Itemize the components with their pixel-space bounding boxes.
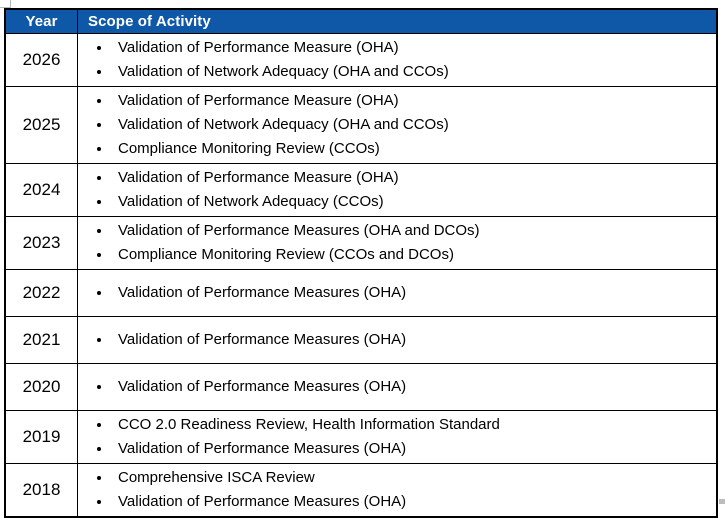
activity-item: Validation of Network Adequacy (OHA and … (112, 113, 712, 137)
table-row: 2019 CCO 2.0 Readiness Review, Health In… (4, 410, 718, 464)
activities-cell: Validation of Performance Measures (OHA … (77, 216, 718, 270)
activity-item: Validation of Performance Measures (OHA) (112, 281, 712, 305)
activity-item: Compliance Monitoring Review (CCOs) (112, 137, 712, 161)
table-row: 2025 Validation of Performance Measure (… (4, 86, 718, 164)
year-cell: 2021 (4, 316, 78, 364)
activity-item: Validation of Performance Measures (OHA … (112, 219, 712, 243)
activities-cell: Validation of Performance Measures (OHA) (77, 269, 718, 317)
activity-list: Validation of Performance Measure (OHA)V… (78, 36, 712, 84)
activity-list: Validation of Performance Measures (OHA) (78, 375, 712, 399)
activities-cell: Validation of Performance Measure (OHA)V… (77, 86, 718, 164)
year-cell: 2019 (4, 410, 78, 464)
activity-item: Validation of Network Adequacy (CCOs) (112, 190, 712, 214)
year-cell: 2025 (4, 86, 78, 164)
activities-cell: Comprehensive ISCA ReviewValidation of P… (77, 463, 718, 518)
activity-list: Validation of Performance Measures (OHA) (78, 328, 712, 352)
table-row: 2023 Validation of Performance Measures … (4, 216, 718, 270)
activity-list: Validation of Performance Measures (OHA) (78, 281, 712, 305)
cropped-corner-notch (0, 0, 11, 8)
table-row: 2020 Validation of Performance Measures … (4, 363, 718, 411)
table-row: 2018 Comprehensive ISCA ReviewValidation… (4, 463, 718, 518)
year-activity-table: Year Scope of Activity 2026 Validation o… (4, 8, 718, 518)
table-row: 2021 Validation of Performance Measures … (4, 316, 718, 364)
header-row: Year Scope of Activity (4, 8, 718, 34)
activities-cell: Validation of Performance Measure (OHA)V… (77, 33, 718, 87)
activities-cell: CCO 2.0 Readiness Review, Health Informa… (77, 410, 718, 464)
activity-item: Validation of Performance Measures (OHA) (112, 437, 712, 461)
activities-cell: Validation of Performance Measure (OHA)V… (77, 163, 718, 217)
activity-item: Comprehensive ISCA Review (112, 466, 712, 490)
activities-cell: Validation of Performance Measures (OHA) (77, 316, 718, 364)
activity-list: Validation of Performance Measure (OHA)V… (78, 166, 712, 214)
year-cell: 2026 (4, 33, 78, 87)
table-row: 2026 Validation of Performance Measure (… (4, 33, 718, 87)
table-row: 2024 Validation of Performance Measure (… (4, 163, 718, 217)
activity-item: Validation of Performance Measures (OHA) (112, 375, 712, 399)
column-header-year: Year (4, 8, 78, 34)
activity-item: Validation of Network Adequacy (OHA and … (112, 60, 712, 84)
column-header-scope-of-activity: Scope of Activity (77, 8, 718, 34)
activity-item: Compliance Monitoring Review (CCOs and D… (112, 243, 712, 267)
activity-list: Comprehensive ISCA ReviewValidation of P… (78, 466, 712, 514)
activity-item: CCO 2.0 Readiness Review, Health Informa… (112, 413, 712, 437)
year-cell: 2018 (4, 463, 78, 518)
activity-list: CCO 2.0 Readiness Review, Health Informa… (78, 413, 712, 461)
activity-item: Validation of Performance Measure (OHA) (112, 36, 712, 60)
table-body: 2026 Validation of Performance Measure (… (4, 33, 718, 518)
activity-item: Validation of Performance Measure (OHA) (112, 166, 712, 190)
year-cell: 2020 (4, 363, 78, 411)
year-cell: 2022 (4, 269, 78, 317)
year-cell: 2024 (4, 163, 78, 217)
table-resize-handle[interactable] (719, 499, 725, 504)
table-row: 2022 Validation of Performance Measures … (4, 269, 718, 317)
activity-item: Validation of Performance Measure (OHA) (112, 89, 712, 113)
table-header: Year Scope of Activity (4, 8, 718, 34)
activity-list: Validation of Performance Measure (OHA)V… (78, 89, 712, 161)
activity-item: Validation of Performance Measures (OHA) (112, 490, 712, 514)
activity-list: Validation of Performance Measures (OHA … (78, 219, 712, 267)
year-cell: 2023 (4, 216, 78, 270)
activities-cell: Validation of Performance Measures (OHA) (77, 363, 718, 411)
activity-item: Validation of Performance Measures (OHA) (112, 328, 712, 352)
